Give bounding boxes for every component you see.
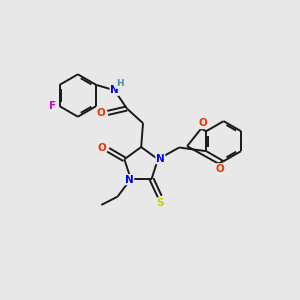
Text: S: S: [157, 198, 164, 208]
Text: H: H: [116, 79, 124, 88]
Text: O: O: [97, 143, 106, 153]
Text: F: F: [49, 101, 56, 111]
Text: O: O: [215, 164, 224, 174]
Text: N: N: [156, 154, 165, 164]
Text: N: N: [125, 175, 134, 184]
Text: N: N: [110, 85, 119, 95]
Text: O: O: [198, 118, 207, 128]
Text: O: O: [97, 108, 106, 118]
